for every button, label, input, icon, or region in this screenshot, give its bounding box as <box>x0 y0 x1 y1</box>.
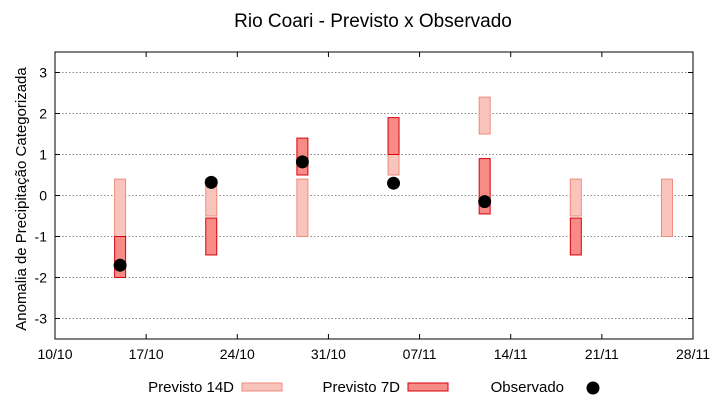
y-axis-ticks: 3 2 1 0 -1 -2 -3 <box>35 65 693 327</box>
legend-item-previsto-14d: Previsto 14D <box>148 379 283 396</box>
x-tick-label: 21/11 <box>585 346 619 362</box>
legend-item-previsto-7d: Previsto 7D <box>322 379 449 396</box>
legend-label-previsto-7d: Previsto 7D <box>322 379 400 396</box>
y-tick-label: 2 <box>39 106 47 122</box>
bar-previsto-14d <box>660 178 673 238</box>
x-tick-label: 17/10 <box>129 346 164 362</box>
grid-lines <box>55 72 693 319</box>
series-previsto-7d <box>114 117 582 278</box>
legend-swatch-previsto-7d <box>407 382 449 392</box>
legend-label-previsto-14d: Previsto 14D <box>148 379 234 396</box>
x-tick-label: 31/10 <box>311 346 346 362</box>
series-previsto-14d <box>114 96 673 238</box>
bar-previsto-7d <box>114 236 127 278</box>
legend-label-observado: Observado <box>491 379 564 396</box>
point-observado <box>478 195 492 209</box>
point-observado <box>113 258 127 272</box>
y-tick-label: 3 <box>39 65 47 81</box>
bar-previsto-14d <box>296 178 309 238</box>
bar-previsto-7d <box>569 217 582 256</box>
point-observado <box>295 155 309 169</box>
legend-swatch-previsto-14d <box>241 382 283 392</box>
y-tick-label: -2 <box>35 270 48 286</box>
x-axis-ticks: 10/10 17/10 24/10 31/10 07/11 14/11 21/11 28/11 <box>37 52 710 362</box>
x-tick-label: 07/11 <box>403 346 437 362</box>
y-tick-label: -3 <box>35 311 48 327</box>
y-axis-label: Anomalia de Precipitação Categorizada <box>13 67 30 331</box>
series-observado <box>113 155 492 272</box>
bar-previsto-14d <box>114 178 127 238</box>
y-tick-label: 0 <box>39 188 47 204</box>
bar-previsto-7d <box>205 217 218 256</box>
legend-marker-observado <box>586 381 600 395</box>
y-tick-label: -1 <box>35 229 48 245</box>
legend: Previsto 14D Previsto 7D Observado <box>148 379 600 396</box>
x-tick-label: 14/11 <box>494 346 528 362</box>
x-tick-label: 24/10 <box>220 346 255 362</box>
bar-previsto-7d <box>387 117 400 155</box>
y-tick-label: 1 <box>39 147 47 163</box>
chart-title: Rio Coari - Previsto x Observado <box>234 11 512 32</box>
x-tick-label: 10/10 <box>37 346 72 362</box>
bar-previsto-14d <box>478 96 491 135</box>
x-tick-label: 28/11 <box>676 346 710 362</box>
bar-previsto-14d <box>569 178 582 217</box>
point-observado <box>387 176 401 190</box>
point-observado <box>204 175 218 189</box>
bar-previsto-7d <box>478 158 491 215</box>
legend-item-observado: Observado <box>491 379 600 396</box>
